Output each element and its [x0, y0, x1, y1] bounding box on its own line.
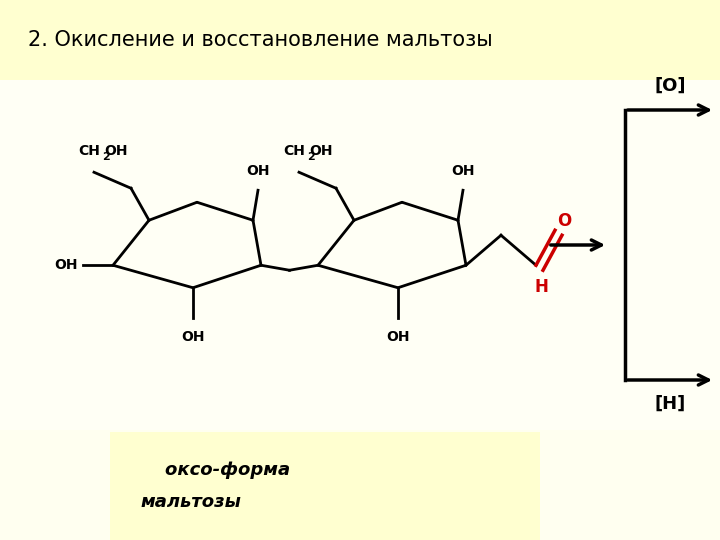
Bar [110, 432, 540, 540]
Text: OH: OH [310, 144, 333, 158]
Text: OH: OH [246, 164, 270, 178]
Text: OH: OH [181, 330, 204, 344]
Text: CH: CH [78, 144, 100, 158]
Text: CH: CH [283, 144, 305, 158]
Text: 2: 2 [307, 152, 315, 162]
Text: мальтозы: мальтозы [140, 493, 241, 511]
Text: 2: 2 [102, 152, 110, 162]
Text: H: H [534, 278, 548, 296]
Text: 2. Окисление и восстановление мальтозы: 2. Окисление и восстановление мальтозы [28, 30, 492, 50]
Text: [O]: [O] [655, 77, 686, 95]
Text: оксо-форма: оксо-форма [140, 461, 290, 479]
Text: OH: OH [386, 330, 410, 344]
Bar [0, 80, 720, 430]
Text: [H]: [H] [655, 395, 686, 413]
Text: OH: OH [55, 258, 78, 272]
Text: O: O [557, 212, 571, 230]
Text: OH: OH [451, 164, 474, 178]
Bar [0, 0, 720, 80]
Text: OH: OH [104, 144, 127, 158]
